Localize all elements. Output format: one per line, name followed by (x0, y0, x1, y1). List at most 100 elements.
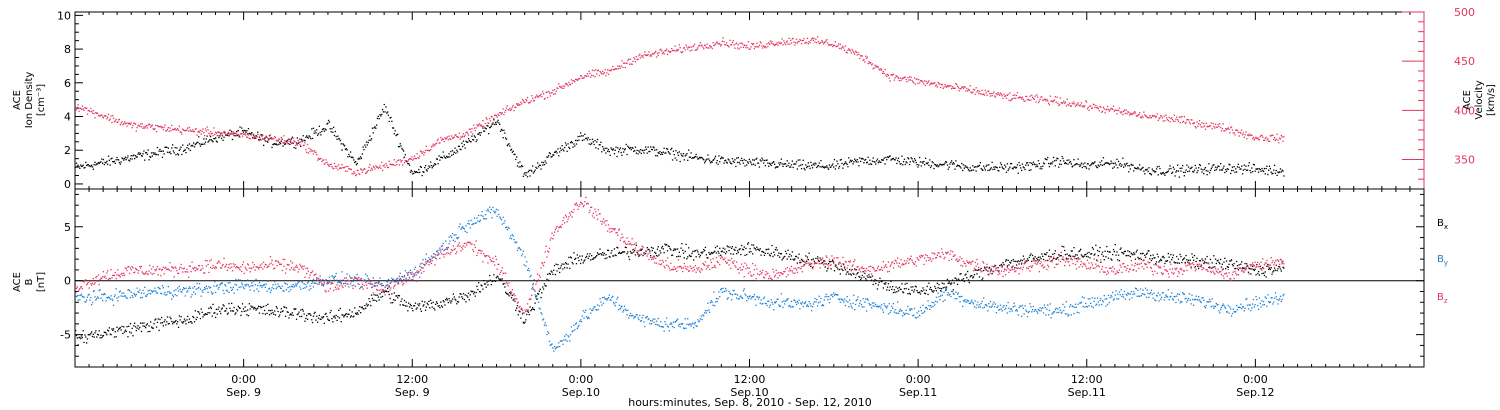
data-point (243, 310, 245, 312)
data-point (455, 299, 457, 301)
data-point (254, 136, 256, 138)
data-point (1223, 261, 1225, 263)
data-point (222, 304, 224, 306)
data-point (946, 164, 949, 166)
data-point (683, 159, 685, 161)
data-point (382, 290, 384, 292)
data-point (730, 162, 732, 164)
data-point (684, 155, 686, 157)
data-point (114, 120, 116, 122)
data-point (165, 294, 167, 296)
data-point (1000, 164, 1003, 166)
data-point (676, 49, 678, 51)
data-point (1109, 163, 1111, 165)
data-point (155, 292, 158, 294)
data-point (555, 150, 557, 152)
data-point (89, 334, 91, 336)
data-point (779, 42, 781, 45)
data-point (618, 68, 620, 70)
data-point (1044, 158, 1046, 160)
data-point (688, 149, 690, 151)
data-point (231, 138, 234, 141)
data-point (426, 302, 428, 304)
data-point (501, 278, 503, 280)
data-point (158, 287, 160, 289)
data-point (641, 55, 643, 57)
data-point (1184, 122, 1186, 124)
data-point (1183, 257, 1185, 259)
data-point (1023, 100, 1025, 102)
data-point (957, 87, 960, 89)
data-point (1186, 119, 1188, 121)
data-point (598, 74, 600, 77)
data-point (790, 258, 792, 260)
data-point (430, 299, 432, 301)
data-point (595, 256, 597, 258)
data-point (867, 276, 869, 278)
data-point (1139, 169, 1142, 171)
data-point (275, 143, 277, 145)
data-point (192, 315, 194, 318)
data-point (332, 167, 334, 169)
data-point (907, 293, 909, 295)
data-point (1201, 122, 1203, 124)
data-point (806, 260, 808, 262)
data-point (112, 117, 115, 119)
data-point (511, 294, 513, 297)
data-point (420, 151, 422, 153)
data-point (147, 124, 149, 126)
data-point (561, 263, 563, 265)
data-point (355, 164, 358, 166)
data-point (1021, 259, 1024, 262)
data-point (785, 252, 788, 255)
data-point (872, 157, 874, 159)
data-point (1158, 118, 1160, 120)
data-point (177, 290, 180, 292)
data-point (155, 124, 157, 127)
top-ylabel-line2: Ion Density (24, 72, 35, 129)
data-point (1202, 259, 1204, 262)
data-point (617, 147, 619, 149)
data-point (541, 161, 543, 163)
data-point (643, 54, 645, 56)
data-point (201, 290, 203, 292)
data-point (758, 166, 761, 168)
data-point (703, 159, 705, 161)
data-point (161, 285, 164, 287)
data-point (634, 61, 637, 63)
data-point (514, 106, 516, 108)
data-point (709, 45, 711, 47)
data-point (1228, 128, 1230, 130)
data-point (204, 141, 207, 143)
data-point (488, 133, 490, 135)
data-point (357, 169, 359, 172)
data-point (385, 163, 387, 165)
data-point (440, 156, 442, 158)
data-point (967, 88, 970, 91)
data-point (943, 283, 945, 285)
data-point (1225, 128, 1227, 130)
data-point (1123, 109, 1126, 111)
data-point (276, 140, 278, 142)
data-point (292, 142, 294, 144)
data-point (447, 139, 449, 141)
data-point (1094, 253, 1096, 255)
data-point (633, 251, 635, 253)
data-point (1274, 269, 1277, 271)
data-point (308, 313, 310, 315)
data-point (130, 155, 132, 157)
data-point (184, 149, 186, 151)
data-point (865, 57, 868, 59)
data-point (436, 139, 438, 142)
data-point (1071, 250, 1073, 252)
data-point (1263, 274, 1266, 277)
data-point (175, 289, 177, 291)
data-point (1024, 168, 1026, 171)
data-point (296, 313, 298, 316)
data-point (296, 137, 298, 139)
data-point (318, 125, 320, 127)
data-point (163, 321, 165, 323)
data-point (933, 290, 935, 292)
data-point (671, 49, 674, 52)
data-point (160, 125, 162, 127)
